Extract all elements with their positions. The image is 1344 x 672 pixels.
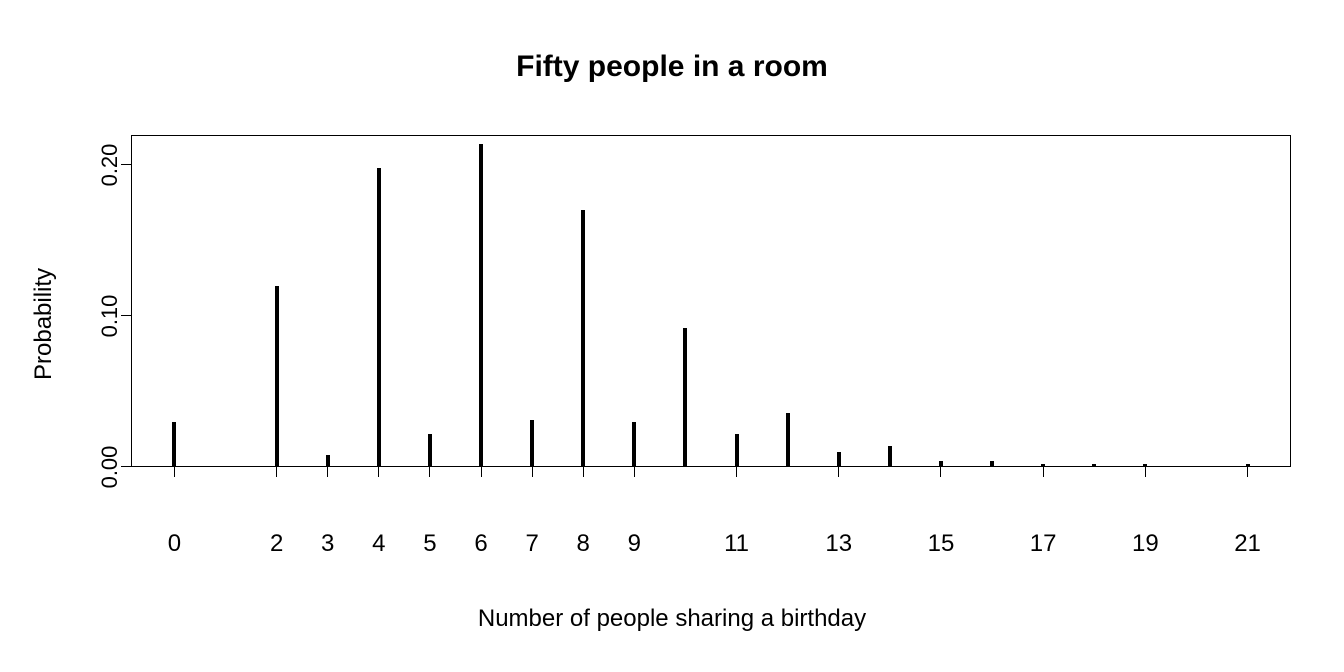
probability-bar <box>632 422 636 467</box>
probability-bar <box>735 434 739 467</box>
x-tick-mark <box>736 467 737 477</box>
probability-bar <box>581 210 585 467</box>
x-tick-mark <box>429 467 430 477</box>
x-tick-label: 13 <box>814 530 864 558</box>
x-tick-mark <box>583 467 584 477</box>
x-tick-mark <box>532 467 533 477</box>
y-tick-mark <box>121 466 131 467</box>
y-tick-mark <box>121 164 131 165</box>
x-tick-mark <box>1247 467 1248 477</box>
x-tick-mark <box>634 467 635 477</box>
probability-bar <box>1143 464 1147 467</box>
x-tick-label: 11 <box>712 530 762 558</box>
probability-bar <box>1246 464 1250 467</box>
x-tick-label: 8 <box>558 530 608 558</box>
probability-bar <box>990 461 994 467</box>
probability-bar <box>1041 464 1045 467</box>
x-tick-label: 9 <box>609 530 659 558</box>
x-tick-label: 17 <box>1018 530 1068 558</box>
x-tick-label: 19 <box>1120 530 1170 558</box>
x-tick-label: 15 <box>916 530 966 558</box>
probability-bar <box>888 446 892 467</box>
x-tick-mark <box>1145 467 1146 477</box>
probability-bar <box>275 286 279 467</box>
probability-bar <box>837 452 841 467</box>
y-tick-mark <box>121 315 131 316</box>
probability-bar <box>428 434 432 467</box>
x-tick-mark <box>378 467 379 477</box>
x-tick-label: 2 <box>252 530 302 558</box>
probability-bar <box>939 461 943 467</box>
y-tick-label: 0.10 <box>97 286 121 346</box>
x-tick-label: 21 <box>1223 530 1273 558</box>
y-axis-label: Probability <box>30 268 58 380</box>
probability-bar <box>377 168 381 467</box>
x-axis-label: Number of people sharing a birthday <box>0 605 1344 633</box>
x-tick-label: 3 <box>303 530 353 558</box>
probability-bar <box>479 144 483 467</box>
x-tick-mark <box>174 467 175 477</box>
x-tick-label: 0 <box>149 530 199 558</box>
x-tick-mark <box>327 467 328 477</box>
x-tick-label: 6 <box>456 530 506 558</box>
probability-bar <box>172 422 176 467</box>
y-tick-label: 0.20 <box>97 135 121 195</box>
chart-title: Fifty people in a room <box>0 50 1344 84</box>
probability-bar <box>683 328 687 467</box>
probability-bar <box>530 420 534 467</box>
x-tick-label: 5 <box>405 530 455 558</box>
probability-bar <box>326 455 330 467</box>
x-tick-mark <box>481 467 482 477</box>
plot-area <box>131 135 1291 467</box>
x-tick-label: 7 <box>507 530 557 558</box>
birthday-probability-chart: Fifty people in a room Probability Numbe… <box>0 0 1344 672</box>
x-tick-mark <box>940 467 941 477</box>
x-tick-label: 4 <box>354 530 404 558</box>
x-tick-mark <box>276 467 277 477</box>
probability-bar <box>1092 464 1096 467</box>
x-tick-mark <box>1043 467 1044 477</box>
probability-bar <box>786 413 790 467</box>
x-tick-mark <box>838 467 839 477</box>
y-tick-label: 0.00 <box>97 437 121 497</box>
